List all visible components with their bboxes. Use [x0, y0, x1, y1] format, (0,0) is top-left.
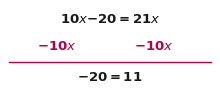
- Text: $\mathbf{-10}\mathbf{\mathit{x}}$: $\mathbf{-10}\mathbf{\mathit{x}}$: [134, 40, 174, 53]
- Text: $\mathbf{-20=11}$: $\mathbf{-20=11}$: [77, 71, 143, 84]
- Text: $\mathbf{10}\mathbf{\mathit{x}}\mathbf{-20=21}\mathbf{\mathit{x}}$: $\mathbf{10}\mathbf{\mathit{x}}\mathbf{-…: [60, 13, 160, 26]
- Text: $\mathbf{-10}\mathbf{\mathit{x}}$: $\mathbf{-10}\mathbf{\mathit{x}}$: [37, 40, 77, 53]
